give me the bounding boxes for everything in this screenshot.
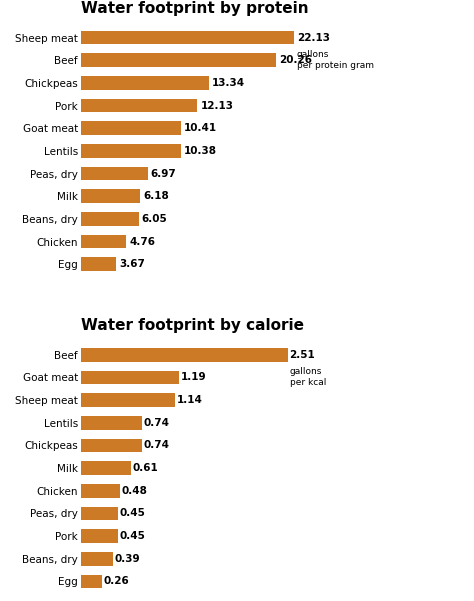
Text: 0.61: 0.61: [133, 463, 158, 473]
Text: 13.34: 13.34: [212, 78, 245, 88]
Text: 0.48: 0.48: [122, 486, 148, 496]
Text: 6.18: 6.18: [143, 191, 169, 201]
Bar: [81, 31, 294, 44]
Text: 10.41: 10.41: [184, 123, 217, 133]
Text: 6.97: 6.97: [151, 168, 176, 178]
Bar: [81, 235, 127, 248]
Bar: [81, 212, 139, 226]
Text: Water footprint by protein: Water footprint by protein: [81, 1, 308, 16]
Bar: [81, 167, 148, 180]
Bar: [81, 371, 179, 384]
Text: 10.38: 10.38: [183, 146, 217, 156]
Bar: [81, 416, 142, 430]
Text: 0.45: 0.45: [119, 508, 146, 519]
Text: 2.51: 2.51: [290, 350, 315, 360]
Bar: [81, 393, 175, 407]
Text: 12.13: 12.13: [201, 100, 233, 111]
Bar: [81, 348, 288, 362]
Bar: [81, 484, 120, 498]
Text: 3.67: 3.67: [119, 259, 145, 269]
Text: Water footprint by calorie: Water footprint by calorie: [81, 318, 303, 333]
Bar: [81, 189, 140, 203]
Bar: [81, 552, 113, 566]
Text: 20.26: 20.26: [279, 55, 312, 66]
Text: 0.74: 0.74: [143, 441, 169, 451]
Text: 6.05: 6.05: [142, 214, 167, 224]
Text: gallons
per kcal: gallons per kcal: [290, 367, 326, 388]
Text: 22.13: 22.13: [297, 32, 330, 43]
Bar: [81, 507, 118, 520]
Bar: [81, 53, 276, 67]
Text: 1.19: 1.19: [181, 373, 206, 382]
Bar: [81, 76, 209, 90]
Text: 4.76: 4.76: [129, 237, 155, 246]
Bar: [81, 529, 118, 543]
Bar: [81, 462, 131, 475]
Text: gallons
per protein gram: gallons per protein gram: [297, 50, 374, 70]
Bar: [81, 257, 116, 271]
Text: 0.45: 0.45: [119, 531, 146, 541]
Text: 0.74: 0.74: [143, 418, 169, 428]
Bar: [81, 144, 181, 157]
Text: 1.14: 1.14: [176, 395, 202, 405]
Bar: [81, 99, 198, 112]
Text: 0.39: 0.39: [114, 554, 140, 564]
Text: 0.26: 0.26: [104, 576, 129, 587]
Bar: [81, 439, 142, 452]
Bar: [81, 121, 181, 135]
Bar: [81, 575, 102, 588]
